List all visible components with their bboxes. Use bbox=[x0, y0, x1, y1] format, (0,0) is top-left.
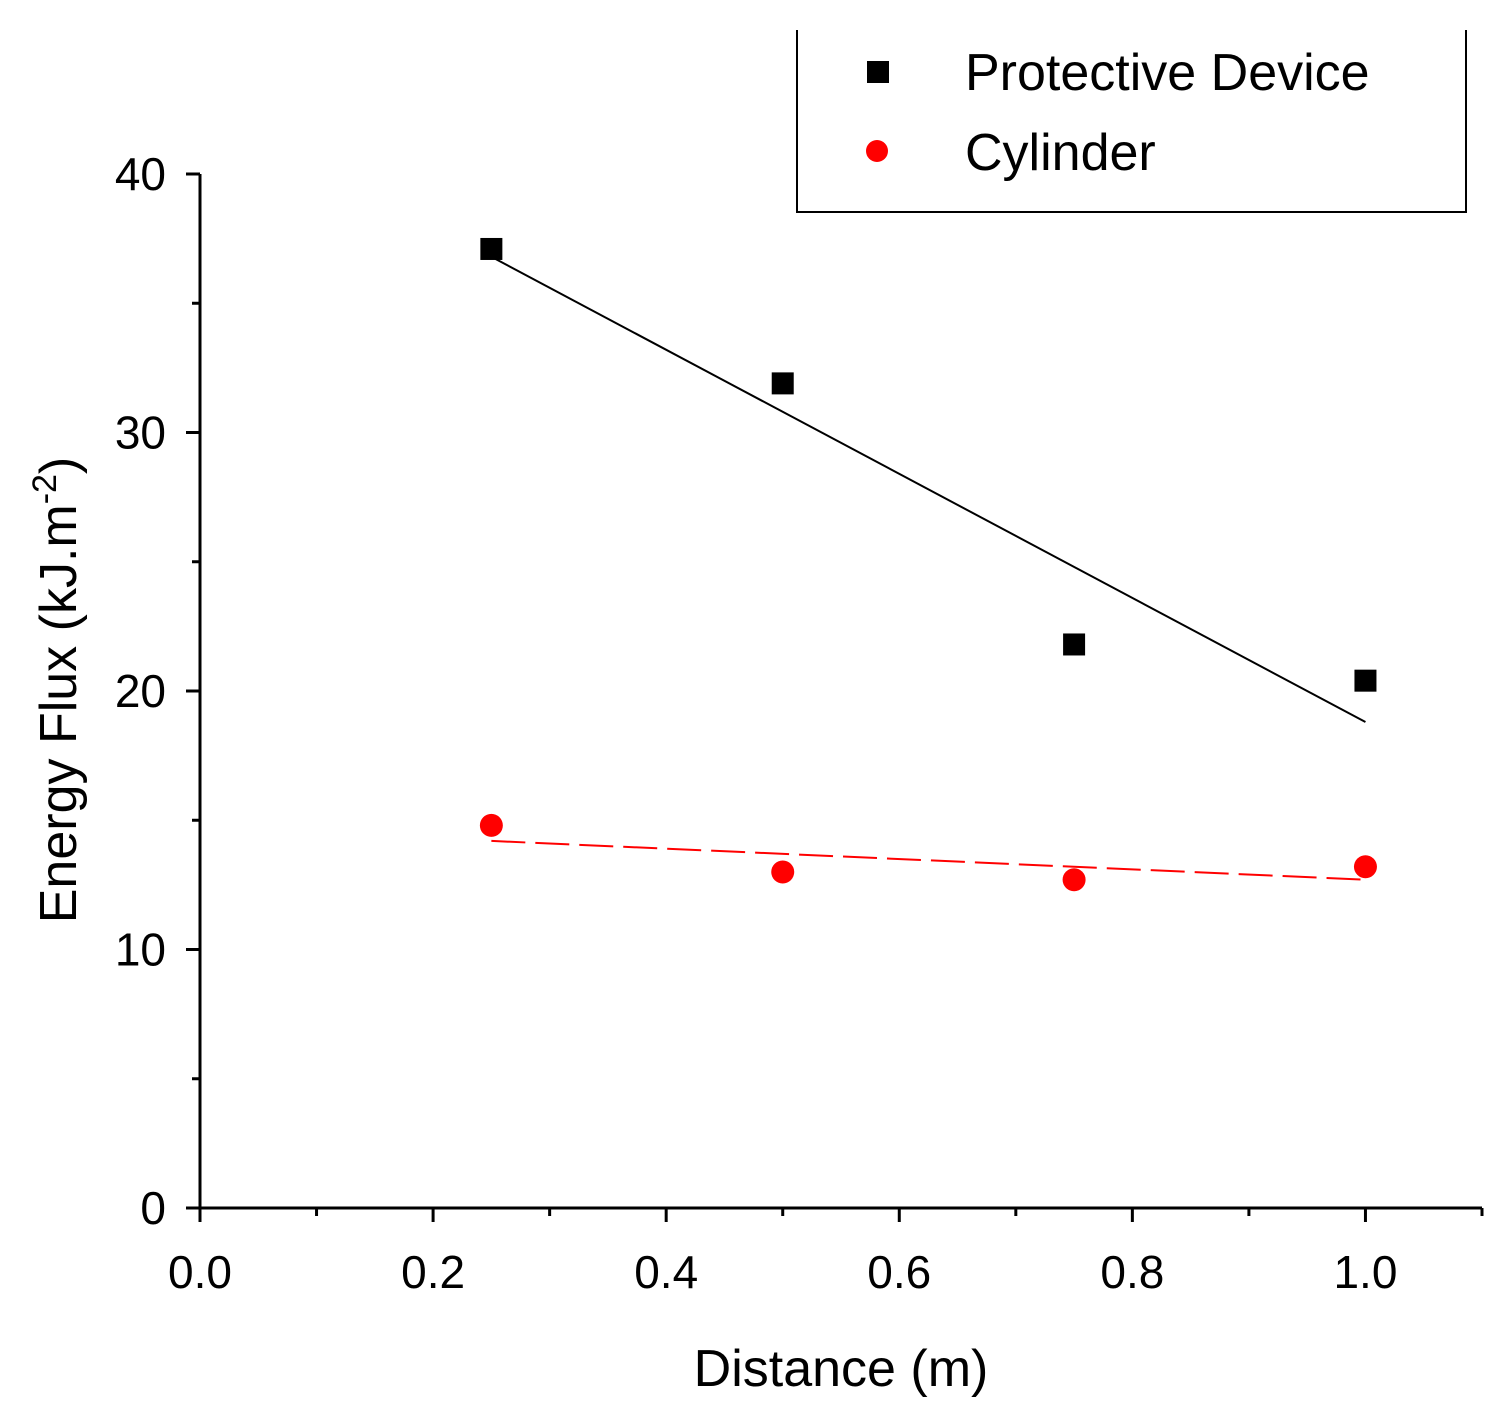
axes bbox=[186, 174, 1482, 1222]
y-axis-title-close: ) bbox=[30, 457, 88, 474]
x-tick-label: 0.8 bbox=[1100, 1246, 1164, 1298]
point-protective-device bbox=[1063, 633, 1086, 656]
x-tick-label: 0.2 bbox=[401, 1246, 465, 1298]
point-cylinder bbox=[1062, 868, 1086, 892]
legend-label-cylinder: Cylinder bbox=[965, 124, 1156, 182]
point-cylinder bbox=[771, 860, 795, 884]
point-cylinder bbox=[479, 813, 503, 837]
data-points bbox=[479, 237, 1377, 892]
y-ticks: 0 10 20 30 40 bbox=[115, 148, 200, 1234]
point-protective-device bbox=[771, 372, 794, 395]
y-tick-label: 30 bbox=[115, 407, 166, 459]
x-tick-label: 0.4 bbox=[634, 1246, 698, 1298]
point-protective-device bbox=[1354, 669, 1377, 692]
legend: Protective Device Cylinder bbox=[796, 30, 1467, 213]
y-tick-label: 10 bbox=[115, 924, 166, 976]
x-tick-label: 0.6 bbox=[867, 1246, 931, 1298]
point-cylinder bbox=[1353, 855, 1377, 879]
legend-label-protective-device: Protective Device bbox=[965, 44, 1370, 102]
x-axis-title: Distance (m) bbox=[694, 1340, 989, 1398]
fit-lines bbox=[490, 255, 1366, 881]
x-tick-label: 1.0 bbox=[1333, 1246, 1397, 1298]
y-tick-label: 40 bbox=[115, 148, 166, 200]
legend-marker-cylinder bbox=[866, 140, 888, 162]
x-tick-label: 0.0 bbox=[168, 1246, 232, 1298]
fit-line-cylinder bbox=[491, 839, 1366, 881]
y-tick-label: 0 bbox=[140, 1182, 166, 1234]
point-protective-device bbox=[480, 237, 503, 260]
y-tick-label: 20 bbox=[115, 665, 166, 717]
y-axis-title: Energy Flux (kJ.m-2) bbox=[26, 457, 88, 924]
x-ticks: 0.0 0.2 0.4 0.6 0.8 1.0 bbox=[168, 1208, 1484, 1298]
fit-line-protective-device bbox=[490, 255, 1366, 723]
legend-frame bbox=[796, 30, 1467, 213]
legend-marker-protective-device bbox=[867, 61, 889, 83]
y-axis-title-superscript: -2 bbox=[26, 474, 64, 504]
y-axis-title-main: Energy Flux (kJ.m bbox=[30, 504, 88, 923]
